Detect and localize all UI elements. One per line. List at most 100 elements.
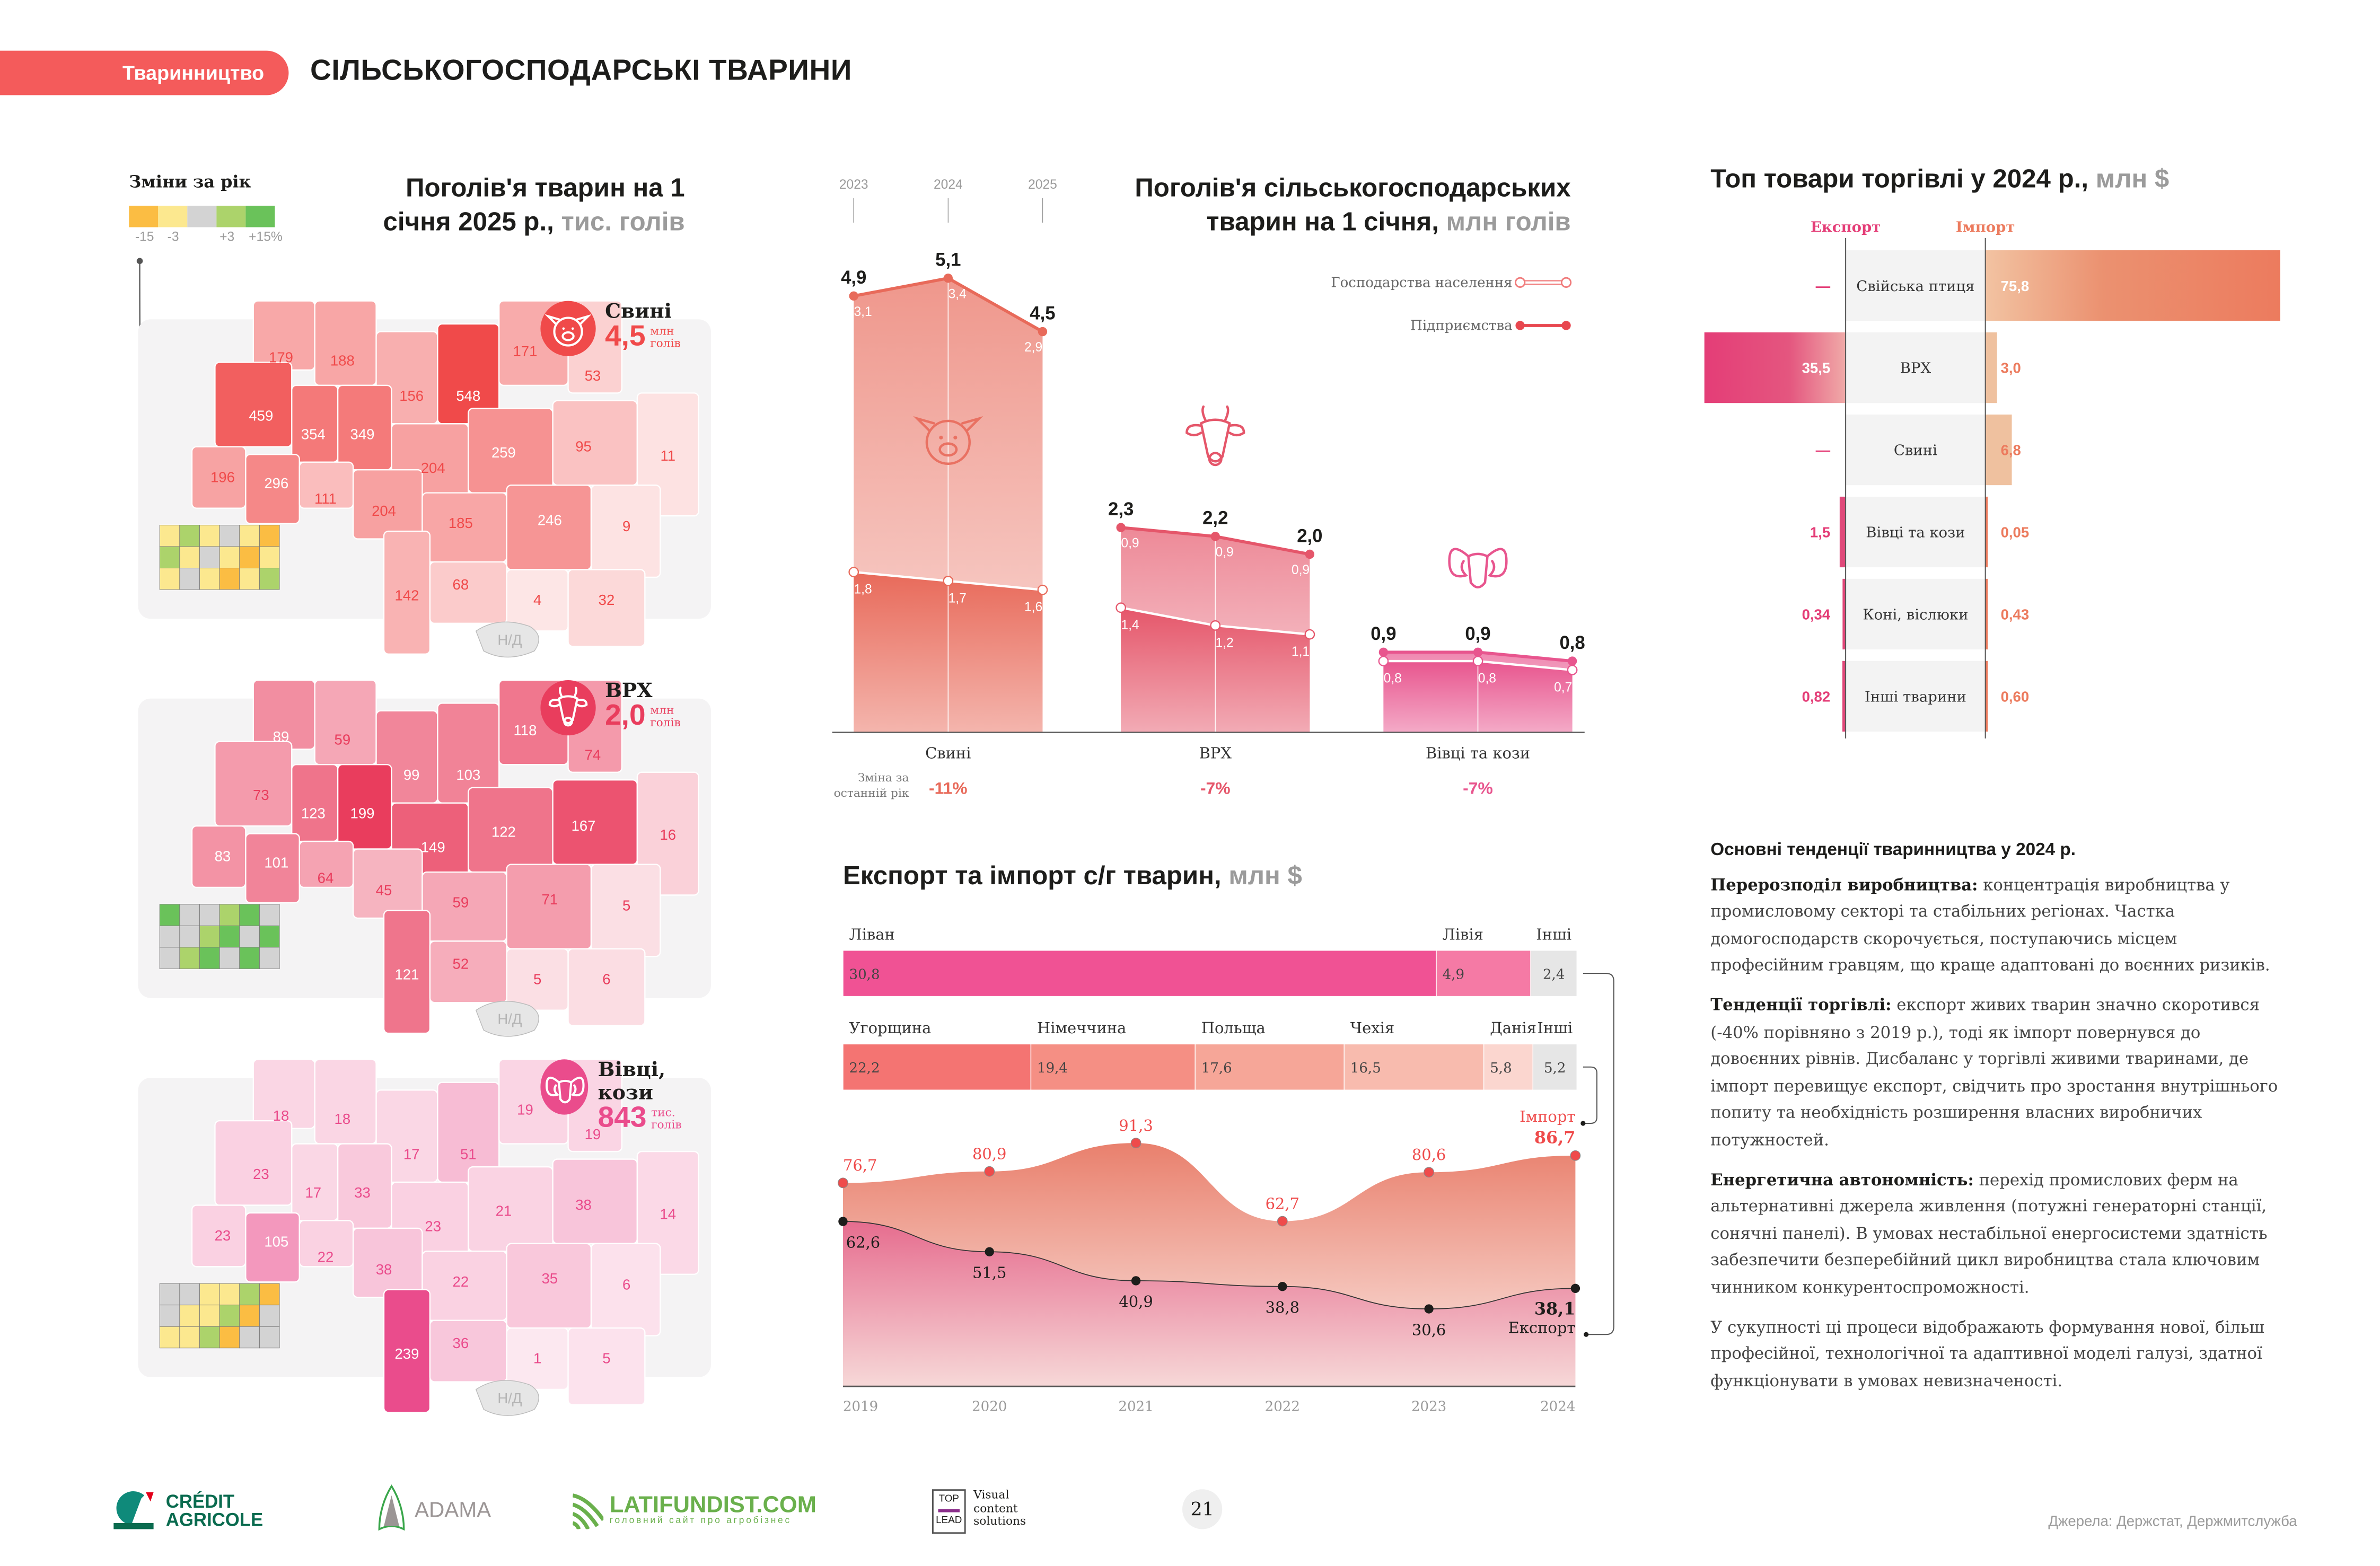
- minimap-region: [239, 1305, 260, 1327]
- households-point: [943, 576, 954, 586]
- households-point: [1304, 629, 1315, 640]
- minimap-region: [219, 1283, 240, 1306]
- export-bracket: [1583, 973, 1614, 1335]
- export-value: 38,1: [1534, 1299, 1576, 1319]
- change-minimap: [159, 904, 280, 969]
- minimap-region: [159, 1326, 180, 1349]
- segment-value: 16,5: [1350, 1060, 1381, 1076]
- import-header: Імпорт: [1956, 218, 2015, 235]
- trends-title: Основні тенденції тваринництва у 2024 р.: [1710, 841, 2076, 860]
- map-card: Н/Д 18 18 17 51 19 19 23 17 33 23 21 38 23 105 22 38 22 35…: [138, 1059, 711, 1416]
- pig-head: [553, 316, 583, 347]
- oblast-region: [314, 679, 377, 766]
- minimap-region: [159, 925, 180, 948]
- total-label: 0,8: [1559, 633, 1585, 653]
- trends-text: Основні тенденції тваринництва у 2024 р.…: [1710, 838, 2294, 1408]
- pig-eye: [953, 435, 958, 439]
- region-value: 53: [585, 367, 601, 384]
- animal-unit: млн голів: [650, 703, 681, 729]
- households-label: 0,8: [1478, 672, 1496, 686]
- import-value: 3,0: [2001, 360, 2021, 376]
- export-value: 30,6: [1412, 1321, 1446, 1339]
- minimap-region: [219, 568, 240, 590]
- region-value: 38: [575, 1197, 592, 1213]
- map-card: Н/Д 179 188 156 548 171 53 459 354 349 204 259 95 196…: [138, 300, 711, 658]
- region-value: 171: [513, 343, 538, 359]
- oblast-region: [291, 384, 339, 463]
- minimap-region: [239, 947, 260, 969]
- segment-value: 4,9: [1443, 966, 1464, 982]
- credit-agricole-icon: [113, 1491, 154, 1529]
- segment-country: Лівія: [1443, 925, 1483, 943]
- total-label: 2,0: [1297, 526, 1322, 546]
- segment-value: 5,2: [1544, 1060, 1566, 1076]
- page-number: 21: [1182, 1489, 1223, 1529]
- segment-value: 17,6: [1201, 1060, 1232, 1076]
- change-minimap: [159, 525, 280, 590]
- minimap-region: [159, 546, 180, 568]
- pig-snout: [938, 442, 958, 457]
- total-label: 2,2: [1202, 508, 1228, 529]
- legend-swatch: [187, 206, 217, 227]
- minimap-region: [179, 1326, 200, 1349]
- region-value: 23: [253, 1166, 269, 1182]
- export-point: [1424, 1304, 1434, 1314]
- segment-country: Німеччина: [1037, 1019, 1126, 1037]
- region-value: 4: [533, 592, 541, 608]
- total-point: [943, 274, 953, 283]
- category-label: ВРХ: [1199, 744, 1232, 762]
- trend-paragraph: Перерозподіл виробництва: концентрація в…: [1710, 876, 2270, 976]
- change-caption: Зміна за: [858, 771, 909, 785]
- minimap-region: [159, 568, 180, 590]
- import-value: 6,8: [2001, 442, 2021, 459]
- import-value: 0,60: [2001, 689, 2030, 705]
- region-value: 196: [210, 469, 235, 485]
- minimap-region: [179, 904, 200, 926]
- region-value: 5: [533, 971, 541, 987]
- stack-segment: [842, 949, 1437, 997]
- export-value: 38,8: [1266, 1298, 1299, 1316]
- import-value: 0,43: [2001, 606, 2030, 623]
- animal-name: ВРХ: [605, 680, 653, 703]
- bracket-dot: [1580, 1121, 1586, 1126]
- x-tick-label: 2020: [972, 1399, 1007, 1415]
- export-value: 0,82: [1802, 689, 1831, 705]
- households-point: [848, 567, 859, 577]
- x-tick-label: 2024: [1540, 1399, 1575, 1415]
- category-label: Інші тварини: [1865, 689, 1966, 706]
- region-value: 38: [376, 1261, 392, 1278]
- total-point: [1210, 532, 1220, 541]
- import-value: 76,7: [843, 1156, 877, 1174]
- households-label: 0,8: [1384, 672, 1402, 686]
- latifundist-logo: LATIFUNDIST.COM головний сайт про агробіз…: [573, 1489, 816, 1529]
- oblast-region: [214, 741, 293, 827]
- x-tick-label: 2021: [1118, 1399, 1153, 1415]
- total-label: 0,9: [1465, 624, 1490, 644]
- import-value: 80,9: [972, 1145, 1006, 1163]
- region-value: 123: [301, 805, 326, 822]
- category-cell: [1846, 496, 1986, 568]
- segment-country: Ліван: [849, 925, 895, 943]
- import-value: 86,7: [1534, 1128, 1576, 1148]
- export-value: 1,5: [1810, 524, 1830, 541]
- export-point: [1278, 1282, 1287, 1291]
- region-value: 185: [449, 515, 473, 531]
- minimap-region: [199, 1305, 220, 1327]
- total-point: [1116, 523, 1126, 532]
- total-label: 4,9: [841, 268, 866, 288]
- segment-value: 2,4: [1543, 966, 1565, 982]
- badge-circle: [540, 680, 596, 736]
- year-label: 2025: [1028, 178, 1057, 192]
- import-bar: [1985, 496, 1988, 568]
- credit-agricole-logo: CRÉDIT AGRICOLE: [111, 1489, 263, 1532]
- export-series-label: Експорт: [1508, 1318, 1576, 1336]
- households-point: [1210, 620, 1221, 631]
- households-label: 1,6: [1024, 600, 1042, 614]
- category-label: Свійська птиця: [1856, 278, 1974, 295]
- region-value: 71: [542, 891, 558, 908]
- region-value: 459: [249, 408, 273, 424]
- region-value: 5: [602, 1350, 610, 1367]
- stack-segment: [1483, 1043, 1533, 1090]
- minimap-region: [239, 925, 260, 948]
- minimap-region: [199, 1326, 220, 1349]
